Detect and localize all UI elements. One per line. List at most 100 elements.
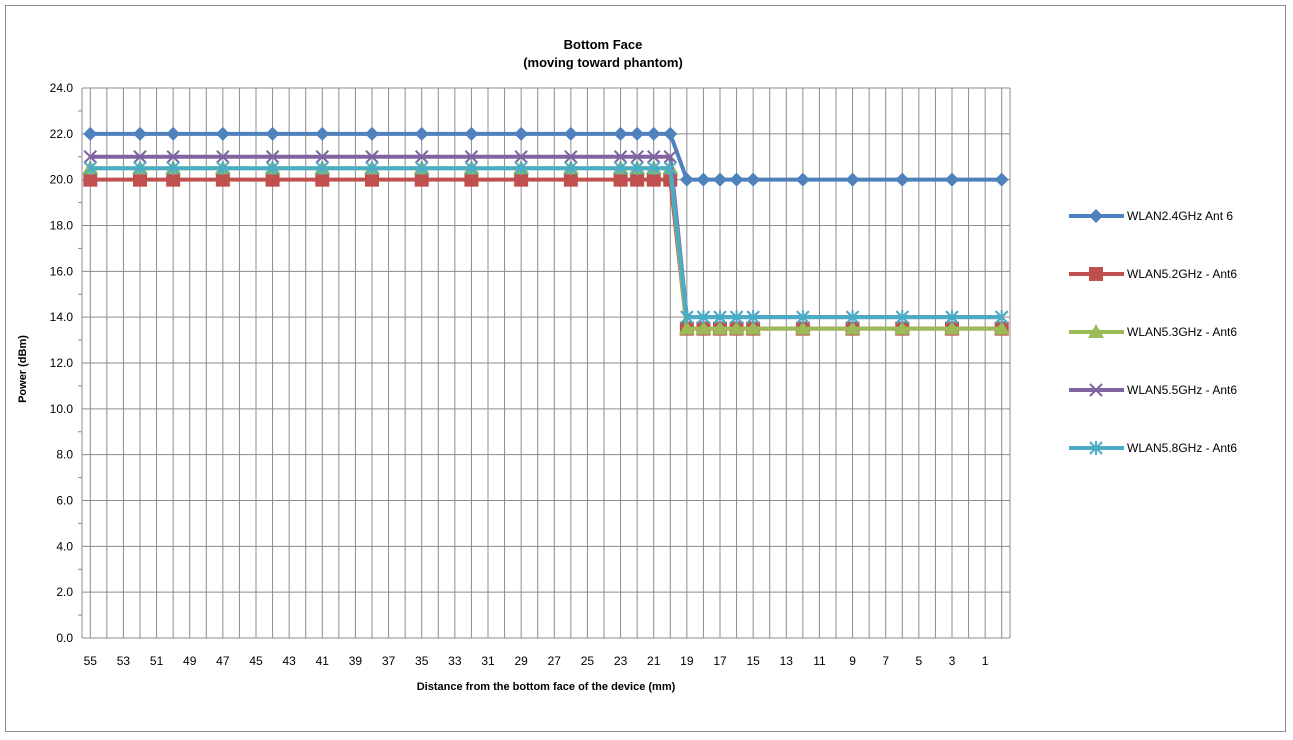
- legend-marker: [1089, 383, 1103, 397]
- y-tick-label: 14.0: [50, 310, 74, 324]
- y-tick-label: 18.0: [50, 219, 74, 233]
- data-point: [745, 320, 762, 335]
- axis-layer: 0.0 2.0 4.0 6.0 8.0 10.0 12.0 14.0 16.0 18.0 20.0 2…: [50, 81, 1010, 668]
- y-tick-label: 6.0: [56, 494, 73, 508]
- data-point: [166, 126, 181, 141]
- x-tick-label: 55: [84, 654, 98, 668]
- x-tick-label: 23: [614, 654, 628, 668]
- series-line: [90, 177, 1002, 331]
- data-point: [83, 161, 97, 176]
- series-line: [90, 166, 1002, 331]
- chart-subtitle: (moving toward phantom): [523, 55, 683, 70]
- data-point: [646, 126, 661, 141]
- y-tick-label: 16.0: [50, 264, 74, 278]
- x-tick-label: 5: [916, 654, 923, 668]
- x-tick-label: 45: [249, 654, 263, 668]
- data-point: [514, 126, 529, 141]
- data-point: [895, 310, 909, 325]
- data-point: [845, 172, 860, 187]
- data-point: [133, 126, 147, 141]
- data-point: [678, 320, 695, 335]
- legend-marker: [1089, 267, 1103, 281]
- y-tick-label: 12.0: [50, 356, 74, 370]
- x-tick-label: 17: [713, 654, 727, 668]
- data-point: [647, 150, 661, 164]
- data-point: [415, 150, 429, 164]
- x-tick-label: 3: [949, 654, 956, 668]
- chart-title: Bottom Face: [564, 37, 643, 52]
- data-point: [794, 320, 811, 335]
- data-point: [729, 172, 744, 187]
- x-tick-label: 49: [183, 654, 197, 668]
- y-axis-title: Power (dBm): [17, 335, 29, 403]
- data-point: [414, 126, 429, 141]
- data-point: [464, 161, 479, 176]
- data-point: [680, 310, 694, 325]
- data-point: [464, 172, 479, 187]
- data-point: [133, 150, 147, 164]
- legend-label: WLAN5.2GHz - Ant6: [1127, 267, 1237, 281]
- x-tick-label: 25: [581, 654, 595, 668]
- x-tick-label: 11: [813, 654, 826, 668]
- data-point: [216, 161, 230, 176]
- chart-svg: Bottom Face (moving toward phantom) Dist…: [17, 37, 1237, 693]
- series-line: [90, 166, 1002, 320]
- data-point: [166, 161, 180, 176]
- data-point: [613, 161, 628, 176]
- data-point: [215, 172, 230, 187]
- data-point: [265, 150, 280, 164]
- data-point: [514, 172, 529, 187]
- legend-marker: [1089, 209, 1103, 223]
- data-point: [315, 126, 330, 141]
- data-point: [83, 150, 97, 164]
- data-point: [265, 172, 280, 187]
- x-tick-label: 19: [680, 654, 694, 668]
- y-tick-label: 8.0: [56, 448, 73, 462]
- data-point: [83, 126, 98, 141]
- y-tick-label: 4.0: [56, 539, 73, 553]
- x-tick-label: 7: [882, 654, 889, 668]
- data-point: [746, 172, 761, 187]
- series-layer: [82, 126, 1010, 336]
- data-point: [166, 150, 180, 164]
- data-point: [845, 310, 860, 325]
- data-point: [365, 150, 379, 164]
- data-point: [696, 310, 711, 325]
- legend: WLAN2.4GHz Ant 6 WLAN5.2GHz - Ant6 WLAN5.3…: [1069, 209, 1237, 455]
- legend-marker: [1088, 324, 1104, 338]
- x-tick-label: 9: [849, 654, 856, 668]
- x-tick-label: 41: [316, 654, 330, 668]
- data-point: [729, 310, 744, 325]
- x-tick-label: 47: [216, 654, 230, 668]
- y-tick-label: 22.0: [50, 127, 74, 141]
- y-tick-label: 20.0: [50, 173, 74, 187]
- data-point: [265, 126, 280, 141]
- data-point: [712, 320, 728, 335]
- data-point: [895, 172, 910, 187]
- data-point: [663, 126, 678, 141]
- data-point: [514, 150, 528, 164]
- data-point: [695, 320, 712, 335]
- y-tick-label: 24.0: [50, 81, 74, 95]
- x-tick-label: 13: [780, 654, 794, 668]
- data-point: [945, 172, 959, 187]
- data-point: [83, 172, 98, 187]
- data-point: [663, 161, 677, 176]
- x-tick-label: 31: [481, 654, 495, 668]
- data-point: [696, 172, 711, 187]
- data-point: [894, 320, 911, 335]
- data-point: [630, 126, 645, 141]
- data-point: [414, 172, 429, 187]
- data-point: [613, 150, 628, 164]
- data-point: [728, 320, 745, 335]
- data-point: [646, 172, 661, 187]
- x-tick-label: 33: [448, 654, 462, 668]
- x-tick-label: 37: [382, 654, 396, 668]
- legend-label: WLAN5.3GHz - Ant6: [1127, 325, 1237, 339]
- data-point: [713, 310, 727, 325]
- y-tick-label: 10.0: [50, 402, 74, 416]
- data-point: [315, 150, 329, 164]
- data-point: [844, 320, 861, 335]
- data-point: [514, 161, 528, 176]
- data-point: [215, 126, 230, 141]
